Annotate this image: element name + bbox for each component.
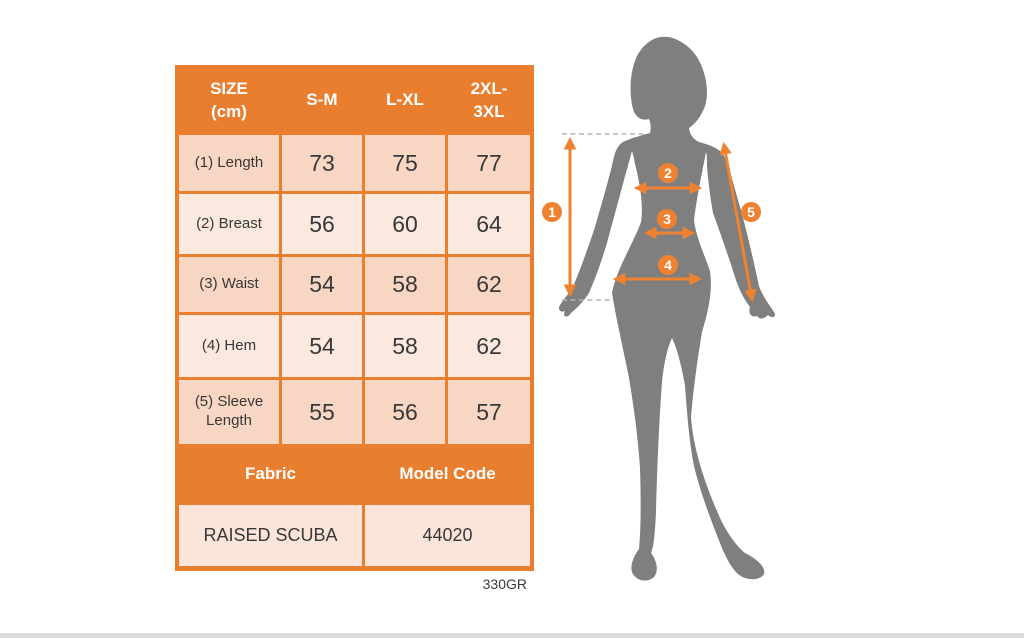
marker-4-circle [658,255,678,275]
value-length-l-xl: 75 [365,135,445,191]
row-label-waist: (3) Waist [179,257,279,312]
marker-5-number: 5 [747,204,755,220]
fabric-header: Fabric [179,447,362,502]
model-code-value: 44020 [365,505,530,566]
fabric-value: RAISED SCUBA [179,505,362,566]
marker-4-number: 4 [664,257,672,273]
column-header-l-xl: L-XL [365,69,445,132]
marker-1-number: 1 [548,204,556,220]
marker-4: 4 [658,255,678,275]
marker-3: 3 [657,209,677,229]
size-chart-table: SIZE (cm) S-M L-XL 2XL-3XL (1) Length 73… [175,65,534,571]
value-sleeve-l-xl: 56 [365,380,445,444]
marker-3-number: 3 [663,211,671,227]
value-hem-s-m: 54 [282,315,362,377]
size-unit-header: SIZE (cm) [179,69,279,132]
value-waist-2xl-3xl: 62 [448,257,530,312]
value-length-2xl-3xl: 77 [448,135,530,191]
value-waist-s-m: 54 [282,257,362,312]
value-sleeve-2xl-3xl: 57 [448,380,530,444]
column-header-s-m: S-M [282,69,362,132]
marker-1: 1 [542,202,562,222]
value-waist-l-xl: 58 [365,257,445,312]
value-hem-2xl-3xl: 62 [448,315,530,377]
model-code-header: Model Code [365,447,530,502]
value-breast-2xl-3xl: 64 [448,194,530,254]
column-header-2xl-3xl: 2XL-3XL [448,69,530,132]
column-header-2xl-3xl-text: 2XL-3XL [470,79,508,121]
marker-5: 5 [741,202,761,222]
value-breast-s-m: 56 [282,194,362,254]
marker-3-circle [657,209,677,229]
sleeve-arrow [719,141,757,303]
row-label-sleeve-length: (5) Sleeve Length [179,380,279,444]
measurement-figure: 1 2 3 4 5 [540,25,785,590]
marker-2-circle [658,163,678,183]
bottom-divider-bar [0,633,1024,638]
marker-1-circle [542,202,562,222]
marker-2: 2 [658,163,678,183]
weight-note: 330GR [482,576,527,592]
row-label-breast: (2) Breast [179,194,279,254]
value-hem-l-xl: 58 [365,315,445,377]
size-unit-header-text: SIZE (cm) [210,79,248,121]
marker-5-circle [741,202,761,222]
marker-2-number: 2 [664,165,672,181]
value-length-s-m: 73 [282,135,362,191]
row-label-hem: (4) Hem [179,315,279,377]
row-label-length: (1) Length [179,135,279,191]
value-breast-l-xl: 60 [365,194,445,254]
body-silhouette-image [558,36,775,581]
value-sleeve-s-m: 55 [282,380,362,444]
